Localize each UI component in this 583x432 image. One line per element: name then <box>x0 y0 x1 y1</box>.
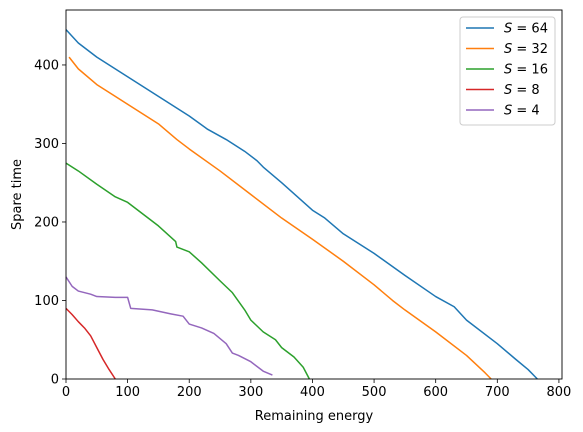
legend-label-2: S = 16 <box>504 63 548 78</box>
y-axis-label: Spare time <box>10 159 25 230</box>
x-tick-label: 400 <box>300 385 325 400</box>
x-tick-label: 800 <box>547 385 572 400</box>
legend-label-3: S = 8 <box>504 83 540 98</box>
y-tick-label: 200 <box>34 215 59 230</box>
x-tick-label: 0 <box>62 385 70 400</box>
legend-label-1: S = 32 <box>504 42 548 57</box>
legend-value: = 32 <box>512 42 548 57</box>
legend-variable: S <box>504 83 512 98</box>
y-axis-ticks: 0 100 200 300 400 <box>34 58 66 388</box>
series-line-1 <box>68 56 492 380</box>
x-tick-label: 700 <box>485 385 510 400</box>
series-line-2 <box>65 162 311 380</box>
x-axis-ticks: 0 100 200 300 400 500 600 700 800 <box>62 379 571 400</box>
x-tick-label: 300 <box>238 385 263 400</box>
legend-value: = 4 <box>512 104 539 119</box>
x-tick-label: 100 <box>115 385 140 400</box>
y-tick-label: 0 <box>51 373 59 388</box>
legend-label-4: S = 4 <box>504 104 540 119</box>
y-tick-label: 300 <box>34 137 59 152</box>
x-tick-label: 600 <box>423 385 448 400</box>
legend-value: = 16 <box>512 63 548 78</box>
y-tick-label: 100 <box>34 294 59 309</box>
series-line-0 <box>65 29 538 380</box>
legend-variable: S <box>504 104 512 119</box>
legend: S = 64S = 32S = 16S = 8S = 4 <box>459 16 556 126</box>
plot-frame <box>65 9 563 380</box>
legend-value: = 8 <box>512 83 539 98</box>
x-tick-label: 500 <box>362 385 387 400</box>
x-axis-label: Remaining energy <box>255 409 374 424</box>
legend-box <box>459 16 556 126</box>
legend-value: = 64 <box>512 22 548 37</box>
x-tick-label: 200 <box>177 385 202 400</box>
legend-variable: S <box>504 22 512 37</box>
legend-label-0: S = 64 <box>504 22 548 37</box>
y-tick-label: 400 <box>34 58 59 73</box>
legend-variable: S <box>504 63 512 78</box>
series-layer <box>65 29 538 380</box>
series-line-4 <box>65 276 273 376</box>
series-line-3 <box>65 307 116 380</box>
legend-variable: S <box>504 42 512 57</box>
